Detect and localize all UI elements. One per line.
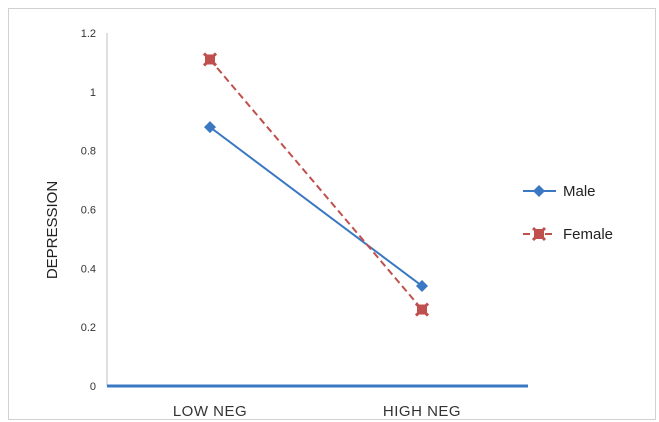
y-axis-title: DEPRESSION [44, 181, 61, 279]
chart-border [8, 8, 656, 420]
x-category-labels: LOW NEG HIGH NEG [173, 403, 461, 420]
data-point-marker [531, 226, 547, 242]
legend-label: Female [563, 226, 613, 243]
data-point-marker [202, 52, 218, 67]
series-line [209, 126, 423, 287]
data-point-marker [204, 121, 216, 134]
legend-item-male: Male [523, 183, 596, 200]
legend-label: Male [563, 183, 596, 200]
series-male [204, 121, 428, 292]
series-female [202, 52, 430, 317]
y-tick-labels: 0 0.2 0.4 0.6 0.8 1 1.2 [81, 28, 96, 393]
y-tick-label: 0.6 [81, 205, 96, 217]
legend: Male Female [523, 183, 613, 243]
legend-item-female: Female [523, 226, 613, 243]
y-tick-label: 0 [90, 381, 96, 393]
y-tick-label: 1.2 [81, 28, 96, 40]
series-layer [202, 52, 430, 317]
y-tick-label: 0.8 [81, 146, 96, 158]
y-tick-label: 0.2 [81, 322, 96, 334]
data-point-marker [533, 185, 545, 197]
data-point-marker [416, 279, 428, 292]
y-tick-label: 1 [90, 87, 96, 99]
x-category-label: LOW NEG [173, 403, 247, 420]
x-category-label: HIGH NEG [383, 403, 461, 420]
series-line [209, 58, 423, 311]
y-tick-label: 0.4 [81, 263, 96, 275]
data-point-marker [414, 302, 430, 317]
